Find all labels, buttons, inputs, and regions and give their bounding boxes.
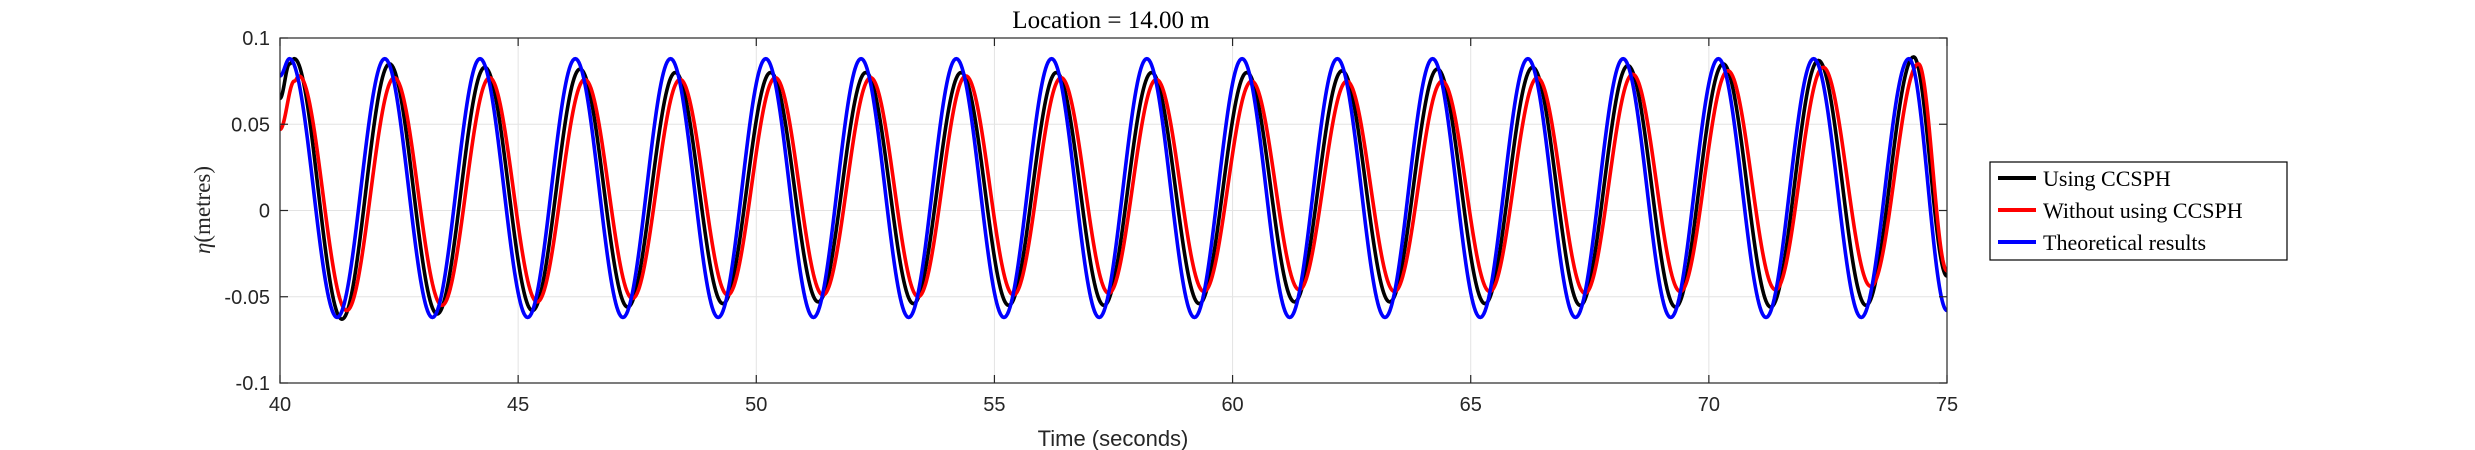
legend-label-without-ccsph: Without using CCSPH: [2043, 198, 2243, 223]
y-tick-label: -0.1: [236, 373, 270, 395]
series-line-0: [280, 55, 1947, 321]
series-layer: [280, 55, 1947, 321]
y-tick-label: 0: [259, 201, 270, 223]
y-tick-label: 0.1: [242, 28, 270, 50]
legend-label-using-ccsph: Using CCSPH: [2043, 166, 2171, 191]
legend-box: [1989, 161, 2288, 261]
x-tick-label: 50: [745, 394, 767, 416]
legend-label-theoretical: Theoretical results: [2043, 230, 2206, 255]
x-tick-label: 75: [1936, 394, 1958, 416]
y-axis-label: η(metres): [190, 166, 215, 254]
x-tick-label: 60: [1221, 394, 1243, 416]
x-tick-label: 70: [1698, 394, 1720, 416]
y-tick-label: -0.05: [224, 287, 270, 309]
legend: Using CCSPH Without using CCSPH Theoreti…: [1989, 161, 2288, 261]
x-tick-label: 65: [1460, 394, 1482, 416]
series-line-2: [280, 56, 1947, 320]
series-line-1: [280, 62, 1947, 313]
x-tick-label: 40: [269, 394, 291, 416]
x-tick-label: 45: [507, 394, 529, 416]
x-axis-label: Time (seconds): [1038, 426, 1189, 450]
y-axis-unit: (metres): [190, 166, 215, 243]
x-tick-label: 55: [983, 394, 1005, 416]
y-axis-symbol: η: [190, 243, 215, 254]
y-tick-label: 0.05: [231, 114, 270, 136]
ticks: 40 45 50 55 60 65 70 75 -0.1 -0.05 0 0.05 0.1: [224, 28, 1958, 416]
chart-title: Location = 14.00 m: [1012, 7, 1210, 34]
